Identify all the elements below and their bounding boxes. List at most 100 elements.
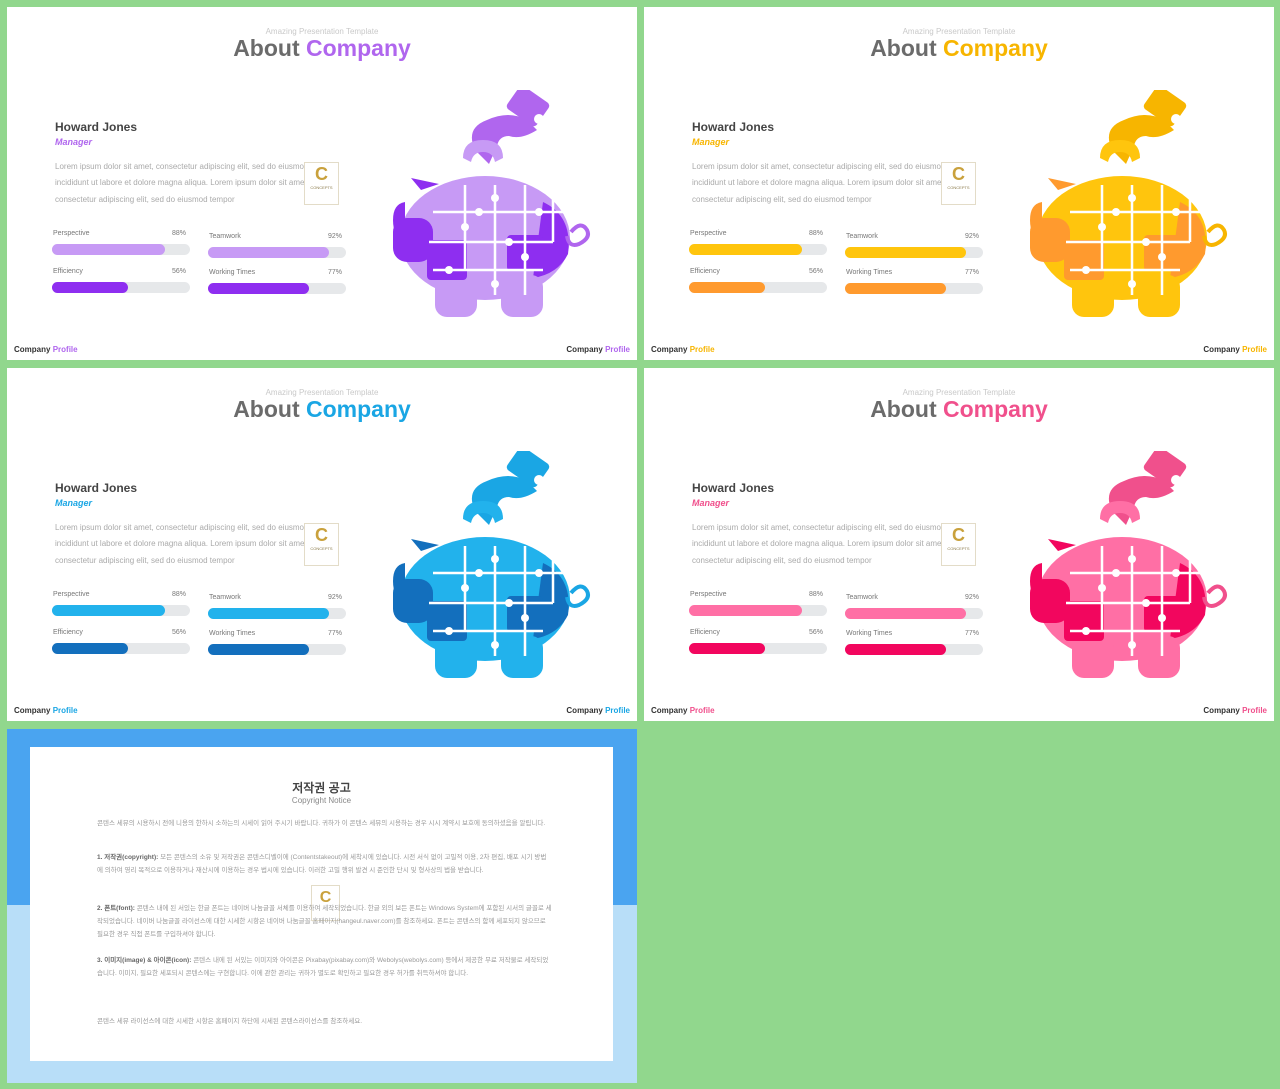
- progress-percent: 77%: [327, 630, 342, 637]
- person-name: Howard Jones: [55, 120, 138, 134]
- footer-left: Company Profile: [651, 345, 715, 354]
- progress-fill: [845, 283, 946, 294]
- slide-blue[interactable]: Amazing Presentation Template About Comp…: [7, 368, 637, 721]
- progress-label: Working Times: [846, 269, 893, 276]
- progress-label: Teamwork: [209, 594, 241, 601]
- progress-percent: 56%: [808, 629, 823, 636]
- notice-paragraph: 1. 저작권(copyright): 모든 콘텐스의 소유 및 저작권은 콘텐스…: [97, 854, 547, 874]
- progress-track: [52, 282, 190, 293]
- person-role: Manager: [55, 498, 93, 508]
- progress-track: [689, 605, 827, 616]
- footer-left: Company Profile: [14, 345, 78, 354]
- notice-paragraph: 콘텐스 세뮤 라이선스에 대한 시세한 시항은 홈페이지 하단에 시세된 콘텐스…: [97, 1018, 363, 1025]
- piggy-bank-puzzle-icon: [1030, 90, 1227, 317]
- slide-yellow[interactable]: Amazing Presentation Template About Comp…: [644, 7, 1274, 360]
- person-name: Howard Jones: [692, 481, 775, 495]
- progress-percent: 88%: [808, 230, 823, 237]
- slide-purple[interactable]: Amazing Presentation Template About Comp…: [7, 7, 637, 360]
- slide-title: About Company: [870, 396, 1048, 422]
- person-name: Howard Jones: [55, 481, 138, 495]
- slide-pink[interactable]: Amazing Presentation Template About Comp…: [644, 368, 1274, 721]
- footer-left: Company Profile: [14, 706, 78, 715]
- progress-label: Teamwork: [846, 233, 878, 240]
- progress-fill: [689, 643, 765, 654]
- progress-fill: [845, 608, 967, 619]
- concepts-logo: C CONCEPTS: [941, 162, 976, 205]
- notice-paper: 저작권 공고 Copyright Notice C 콘텐스 세뮤의 시용하시 전…: [30, 747, 613, 1061]
- footer-left: Company Profile: [651, 706, 715, 715]
- person-name: Howard Jones: [692, 120, 775, 134]
- progress-label: Efficiency: [690, 629, 720, 636]
- progress-track: [208, 283, 346, 294]
- progress-fill: [208, 247, 330, 258]
- progress-percent: 56%: [171, 629, 186, 636]
- concepts-logo: C: [311, 885, 340, 921]
- template-caption: Amazing Presentation Template: [902, 388, 1016, 397]
- template-caption: Amazing Presentation Template: [265, 388, 379, 397]
- slide-title: About Company: [233, 396, 411, 422]
- progress-label: Efficiency: [53, 629, 83, 636]
- progress-percent: 56%: [808, 268, 823, 275]
- progress-label: Efficiency: [690, 268, 720, 275]
- progress-fill: [208, 644, 309, 655]
- person-role: Manager: [55, 137, 93, 147]
- progress-fill: [845, 644, 946, 655]
- progress-fill: [845, 247, 967, 258]
- template-caption: Amazing Presentation Template: [265, 27, 379, 36]
- progress-fill: [208, 283, 309, 294]
- piggy-bank-puzzle-icon: [393, 451, 590, 678]
- progress-label: Perspective: [690, 591, 727, 598]
- progress-fill: [208, 608, 330, 619]
- progress-percent: 77%: [964, 630, 979, 637]
- progress-percent: 92%: [327, 594, 342, 601]
- copyright-notice-slide[interactable]: 저작권 공고 Copyright Notice C 콘텐스 세뮤의 시용하시 전…: [7, 729, 637, 1083]
- progress-fill: [689, 282, 765, 293]
- person-role: Manager: [692, 137, 730, 147]
- piggy-bank-puzzle-icon: [1030, 451, 1227, 678]
- progress-fill: [689, 605, 803, 616]
- notice-paragraph: 2. 폰트(font): 콘텐스 내에 된 서있는 한글 폰트는 네이버 나눔글…: [97, 905, 552, 938]
- progress-fill: [52, 643, 128, 654]
- progress-label: Working Times: [209, 269, 256, 276]
- progress-track: [208, 644, 346, 655]
- progress-fill: [52, 605, 166, 616]
- body-text: Lorem ipsum dolor sit amet, consectetur …: [55, 523, 336, 565]
- progress-track: [689, 244, 827, 255]
- progress-track: [208, 247, 346, 258]
- progress-track: [208, 608, 346, 619]
- progress-percent: 88%: [808, 591, 823, 598]
- concepts-logo: C CONCEPTS: [941, 523, 976, 566]
- slide-title: About Company: [233, 35, 411, 61]
- piggy-bank-puzzle-icon: [393, 90, 590, 317]
- progress-label: Working Times: [846, 630, 893, 637]
- progress-track: [845, 247, 983, 258]
- body-text: Lorem ipsum dolor sit amet, consectetur …: [55, 162, 336, 204]
- body-text: Lorem ipsum dolor sit amet, consectetur …: [692, 523, 973, 565]
- person-role: Manager: [692, 498, 730, 508]
- progress-label: Teamwork: [209, 233, 241, 240]
- progress-track: [52, 605, 190, 616]
- concepts-logo: C CONCEPTS: [304, 523, 339, 566]
- progress-label: Perspective: [690, 230, 727, 237]
- notice-subtitle: Copyright Notice: [291, 796, 352, 805]
- notice-paragraph: 콘텐스 세뮤의 시용하시 전에 니용의 한하시 소하는의 시세이 읽어 주시기 …: [97, 820, 546, 827]
- progress-fill: [52, 282, 128, 293]
- footer-right: Company Profile: [566, 706, 630, 715]
- footer-right: Company Profile: [1203, 345, 1267, 354]
- progress-label: Efficiency: [53, 268, 83, 275]
- progress-label: Working Times: [209, 630, 256, 637]
- notice-title: 저작권 공고: [292, 781, 351, 795]
- footer-right: Company Profile: [1203, 706, 1267, 715]
- progress-percent: 77%: [327, 269, 342, 276]
- progress-track: [845, 283, 983, 294]
- progress-percent: 92%: [964, 594, 979, 601]
- progress-track: [689, 282, 827, 293]
- footer-right: Company Profile: [566, 345, 630, 354]
- notice-paragraph: 3. 이미지(image) & 아이콘(icon): 콘텐스 내에 된 서있는 …: [97, 957, 549, 977]
- concepts-logo: C CONCEPTS: [304, 162, 339, 205]
- progress-track: [689, 643, 827, 654]
- progress-fill: [689, 244, 803, 255]
- progress-track: [52, 244, 190, 255]
- progress-percent: 77%: [964, 269, 979, 276]
- progress-percent: 88%: [171, 230, 186, 237]
